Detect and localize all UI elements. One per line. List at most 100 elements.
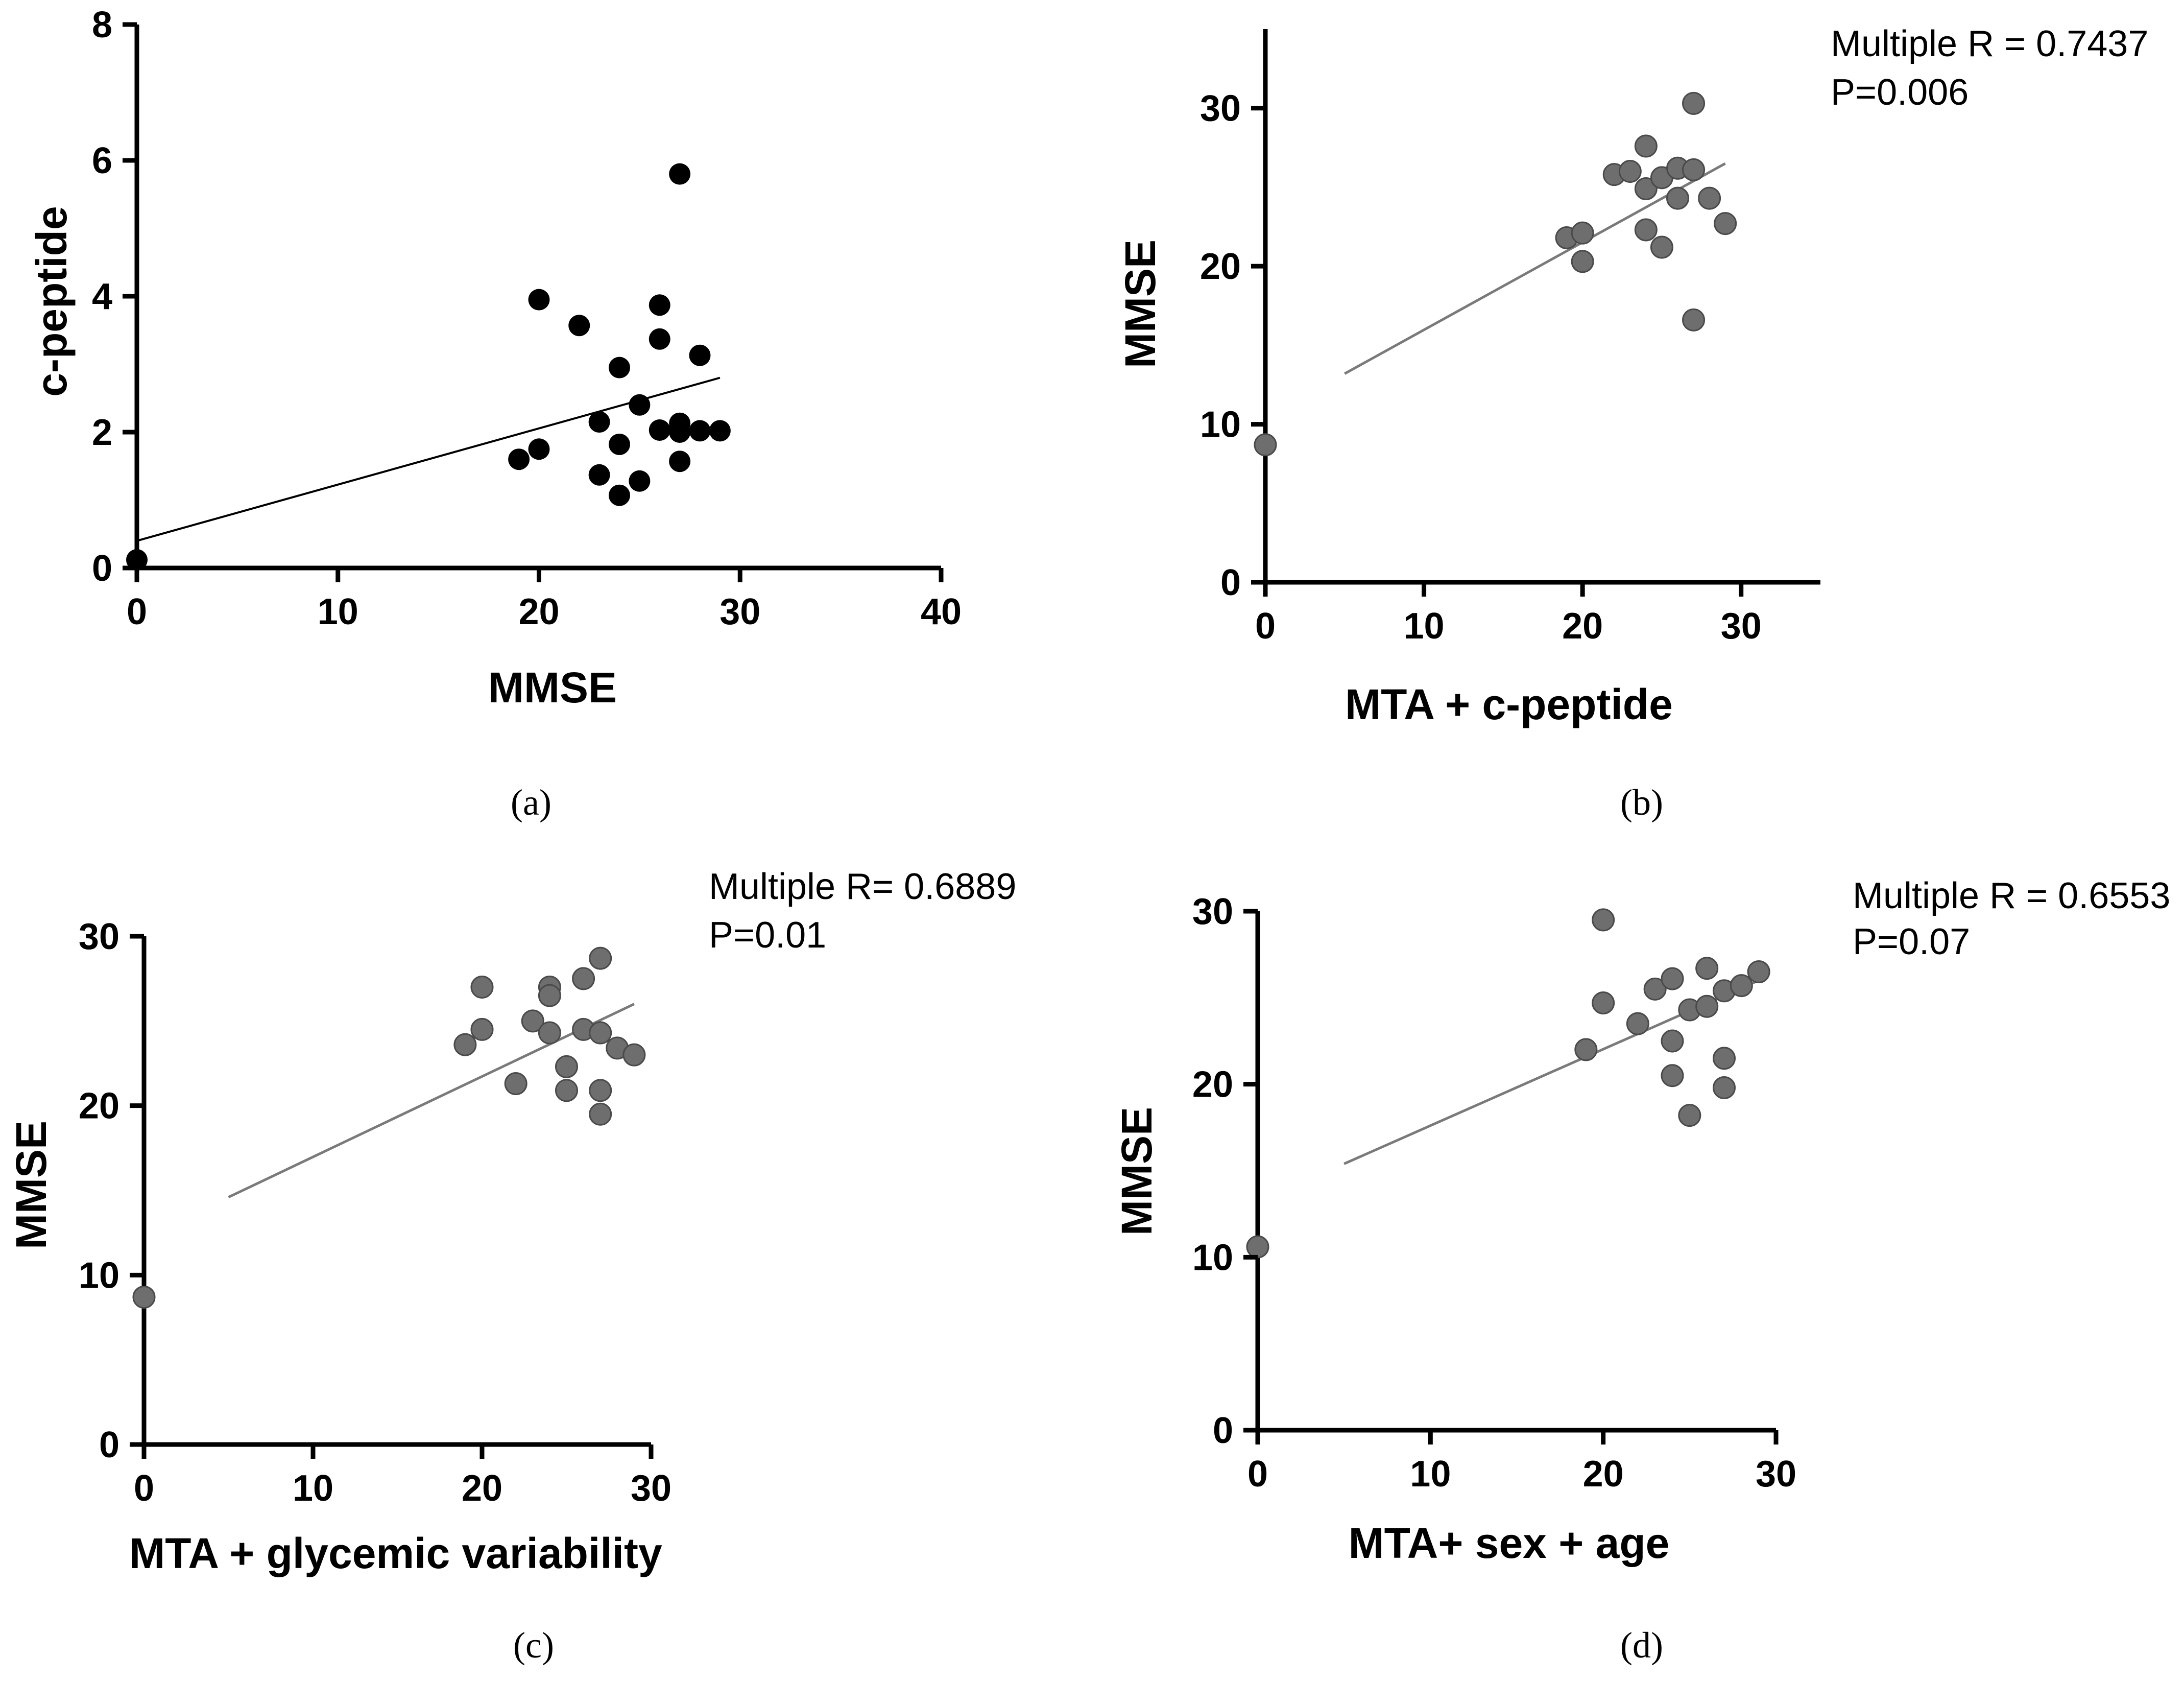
panel-d-data-point bbox=[1592, 991, 1615, 1014]
panel-b-x-tick-label: 10 bbox=[1404, 606, 1445, 647]
panel-c-data-point bbox=[504, 1072, 527, 1096]
panel-a-data-point bbox=[609, 484, 630, 506]
panel-b-data-point bbox=[1714, 212, 1737, 235]
panel-d-data-point bbox=[1747, 960, 1770, 984]
panel-c-data-point bbox=[470, 1017, 494, 1041]
panel-a-caption: (a) bbox=[511, 782, 551, 823]
panel-b-data-point bbox=[1634, 177, 1658, 201]
panel-d-data-point bbox=[1626, 1012, 1649, 1035]
panel-d-data-point bbox=[1643, 977, 1667, 1001]
panel-d-data-point bbox=[1713, 1047, 1736, 1070]
panel-a-data-point bbox=[609, 357, 630, 378]
panel-d-data-point bbox=[1246, 1235, 1269, 1259]
panel-b-y-tick-label: 10 bbox=[1200, 405, 1241, 445]
panel-a-data-point bbox=[689, 344, 711, 366]
panel-a-data-point bbox=[689, 420, 711, 442]
panel-d-annotation-r: Multiple R = 0.6553 bbox=[1853, 875, 2170, 916]
panel-c-data-point bbox=[555, 1055, 578, 1078]
panel-a-data-point bbox=[588, 411, 610, 433]
panel-d-y-axis-title: MMSE bbox=[1113, 1107, 1161, 1236]
panel-a-data-point bbox=[649, 294, 670, 316]
panel-a-data-point bbox=[649, 328, 670, 350]
panel-d-data-point bbox=[1661, 967, 1684, 990]
panel-c-y-tick-label: 30 bbox=[79, 916, 119, 957]
panel-c-fit-line bbox=[228, 1003, 635, 1199]
panel-b-data-point bbox=[1571, 250, 1594, 273]
panel-c-data-point bbox=[572, 967, 595, 990]
panel-c-x-tick-label: 20 bbox=[462, 1468, 502, 1509]
panel-a-x-tick-label: 30 bbox=[719, 591, 760, 632]
panel-a-data-point bbox=[508, 448, 530, 470]
panel-d-data-point bbox=[1592, 908, 1615, 932]
panel-a-data-point bbox=[568, 315, 590, 337]
panel-c-x-tick-label: 10 bbox=[293, 1468, 333, 1509]
panel-c-y-tick-label: 20 bbox=[79, 1086, 119, 1127]
panel-c-fit bbox=[228, 1003, 635, 1199]
panel-b-data-point bbox=[1650, 235, 1673, 259]
panel-c-annotation-p: P=0.01 bbox=[709, 915, 826, 956]
panel-c-annotation-r: Multiple R= 0.6889 bbox=[709, 866, 1016, 907]
panel-d-x-tick-label: 20 bbox=[1583, 1454, 1624, 1495]
panel-b-y-tick-label: 0 bbox=[1220, 562, 1241, 603]
panel-a-data-point bbox=[126, 549, 148, 571]
panel-d-data-point bbox=[1661, 1064, 1684, 1087]
panel-a-data-point bbox=[669, 451, 691, 472]
panel-c-data-point bbox=[589, 1079, 612, 1102]
panel-c-data-point bbox=[453, 1033, 477, 1056]
panel-d-data-point bbox=[1661, 1029, 1684, 1053]
panel-b-data-point bbox=[1634, 218, 1658, 242]
panel-b-points bbox=[1254, 91, 1737, 457]
panel-c-x-tick-label: 0 bbox=[134, 1468, 154, 1509]
panel-b-fit-line bbox=[1344, 162, 1726, 375]
panel-d-data-point bbox=[1730, 974, 1753, 998]
panel-c-y-tick-label: 0 bbox=[99, 1425, 119, 1465]
panel-a-data-point bbox=[528, 438, 550, 460]
panel-b-y-tick-label: 30 bbox=[1200, 88, 1241, 129]
panel-c-caption: (c) bbox=[513, 1625, 554, 1666]
panel-d-x-tick-label: 0 bbox=[1247, 1454, 1268, 1495]
panel-a-data-point bbox=[629, 470, 651, 492]
panel-c-x-tick-label: 30 bbox=[631, 1468, 671, 1509]
panel-a-data-point bbox=[609, 433, 630, 455]
panel-a-data-point bbox=[649, 419, 670, 441]
panel-c-data-point bbox=[555, 1079, 578, 1102]
panel-c-data-point bbox=[589, 1021, 612, 1045]
panel-d: 0 10 20 30 0 10 20 30 MTA+ sex + age MMSE Multi… bbox=[1113, 875, 2170, 1666]
panel-a-fit-line bbox=[136, 376, 721, 542]
panel-b-x-axis-title: MTA + c-peptide bbox=[1345, 680, 1673, 728]
panel-a-data-point bbox=[709, 420, 731, 442]
panel-a-y-tick-label: 8 bbox=[92, 5, 112, 45]
panel-a-data-point bbox=[669, 163, 691, 185]
panel-d-x-tick-label: 30 bbox=[1756, 1454, 1796, 1495]
panel-a-x-tick-label: 10 bbox=[318, 591, 358, 632]
panel-c-data-point bbox=[538, 1021, 561, 1045]
panel-b-caption: (b) bbox=[1620, 782, 1663, 823]
panel-a-x-tick-label: 20 bbox=[518, 591, 559, 632]
panel-a-data-point bbox=[528, 289, 550, 311]
panel-b-y-tick-label: 20 bbox=[1200, 246, 1241, 287]
panel-c-data-point bbox=[622, 1043, 646, 1067]
panel-c-data-point bbox=[470, 976, 494, 999]
panel-a-y-tick-label: 0 bbox=[92, 548, 112, 589]
panel-a-y-axis-title: c-peptide bbox=[28, 206, 76, 396]
panel-b-data-point bbox=[1698, 186, 1721, 210]
panel-d-data-point bbox=[1695, 995, 1719, 1018]
panel-b-y-axis-title: MMSE bbox=[1116, 240, 1164, 368]
panel-d-ticks: 0 10 20 30 0 10 20 30 bbox=[1192, 891, 1796, 1495]
panel-c-points bbox=[132, 946, 646, 1309]
panel-c-y-tick-label: 10 bbox=[79, 1255, 119, 1296]
panel-d-x-axis-title: MTA+ sex + age bbox=[1349, 1519, 1670, 1567]
panel-c-ticks: 0 10 20 30 0 10 20 30 bbox=[79, 916, 671, 1509]
panel-b-axes bbox=[1263, 29, 1820, 585]
panel-d-y-tick-label: 30 bbox=[1192, 891, 1233, 932]
panel-b-fit bbox=[1344, 162, 1726, 375]
panel-c-x-axis-title: MTA + glycemic variability bbox=[129, 1529, 662, 1577]
panel-b-data-point bbox=[1254, 433, 1277, 457]
panel-d-x-tick-label: 10 bbox=[1410, 1454, 1451, 1495]
panel-a-data-point bbox=[669, 421, 691, 443]
panel-d-annotation-p: P=0.07 bbox=[1853, 921, 1970, 962]
panel-b-data-point bbox=[1682, 158, 1706, 181]
panel-b-data-point bbox=[1682, 308, 1706, 332]
panel-a: 0 10 20 30 40 0 2 4 6 8 MMSE c-peptide (a) bbox=[28, 5, 962, 823]
